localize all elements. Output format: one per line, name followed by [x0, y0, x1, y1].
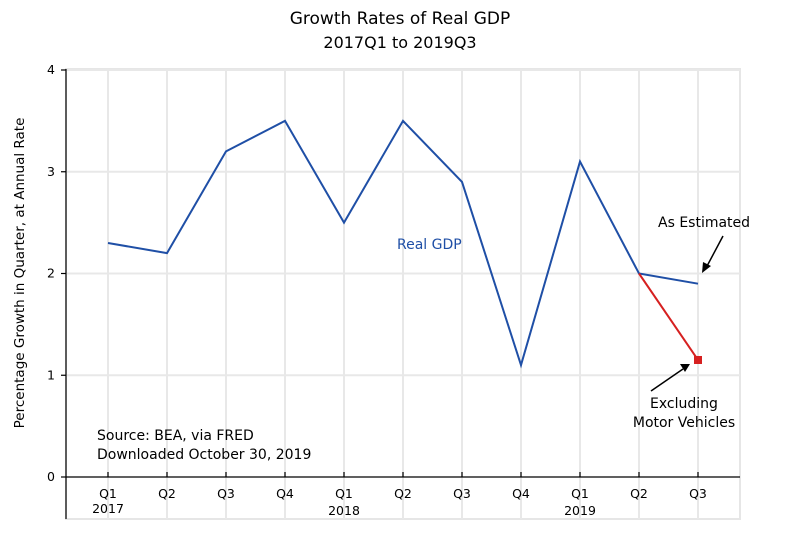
y-tick-label: 2	[47, 266, 55, 281]
x-tick-label: Q1	[571, 486, 589, 501]
series-group	[107, 119, 702, 369]
x-tick-label: Q2	[630, 486, 648, 501]
x-tick-label: Q1	[335, 486, 353, 501]
source-note-line2: Downloaded October 30, 2019	[97, 447, 311, 463]
x-tick-label: Q3	[217, 486, 235, 501]
x-year-label: 2017	[92, 501, 124, 516]
x-tick-label: Q4	[276, 486, 294, 501]
y-tick-label: 1	[47, 367, 55, 382]
series-label-real-gdp: Real GDP	[397, 237, 462, 253]
x-year-label: 2019	[564, 503, 596, 518]
source-note-line1: Source: BEA, via FRED	[97, 428, 254, 444]
arrow-as-estimated	[702, 235, 724, 273]
x-tick-label: Q2	[158, 486, 176, 501]
x-year-label: 2018	[328, 503, 360, 518]
annotation-excluding-line2: Motor Vehicles	[633, 415, 735, 431]
y-tick-label: 0	[47, 469, 55, 484]
data-point-marker-excluding-motor-vehicles	[694, 355, 702, 364]
y-axis-ticks: 0 1 2 3 4	[47, 62, 66, 484]
x-tick-label: Q1	[99, 486, 117, 501]
series-line-excluding-motor-vehicles	[638, 272, 699, 361]
chart-subtitle: 2017Q1 to 2019Q3	[323, 33, 476, 52]
x-tick-label: Q3	[453, 486, 471, 501]
x-tick-label: Q2	[394, 486, 412, 501]
x-tick-label: Q3	[689, 486, 707, 501]
annotation-excluding-line1: Excluding	[650, 396, 718, 412]
y-tick-label: 3	[47, 164, 55, 179]
arrow-excluding-motor-vehicles	[650, 364, 690, 392]
y-axis-label: Percentage Growth in Quarter, at Annual …	[12, 118, 28, 429]
x-axis-ticks: Q1 Q2 Q3 Q4 Q1 Q2 Q3 Q4 Q1 Q2 Q3 2017 2018 2019	[92, 472, 707, 518]
gridlines	[66, 69, 740, 519]
annotation-as-estimated: As Estimated	[658, 215, 750, 231]
y-tick-label: 4	[47, 62, 55, 77]
chart-title: Growth Rates of Real GDP	[290, 9, 511, 29]
x-tick-label: Q4	[512, 486, 530, 501]
